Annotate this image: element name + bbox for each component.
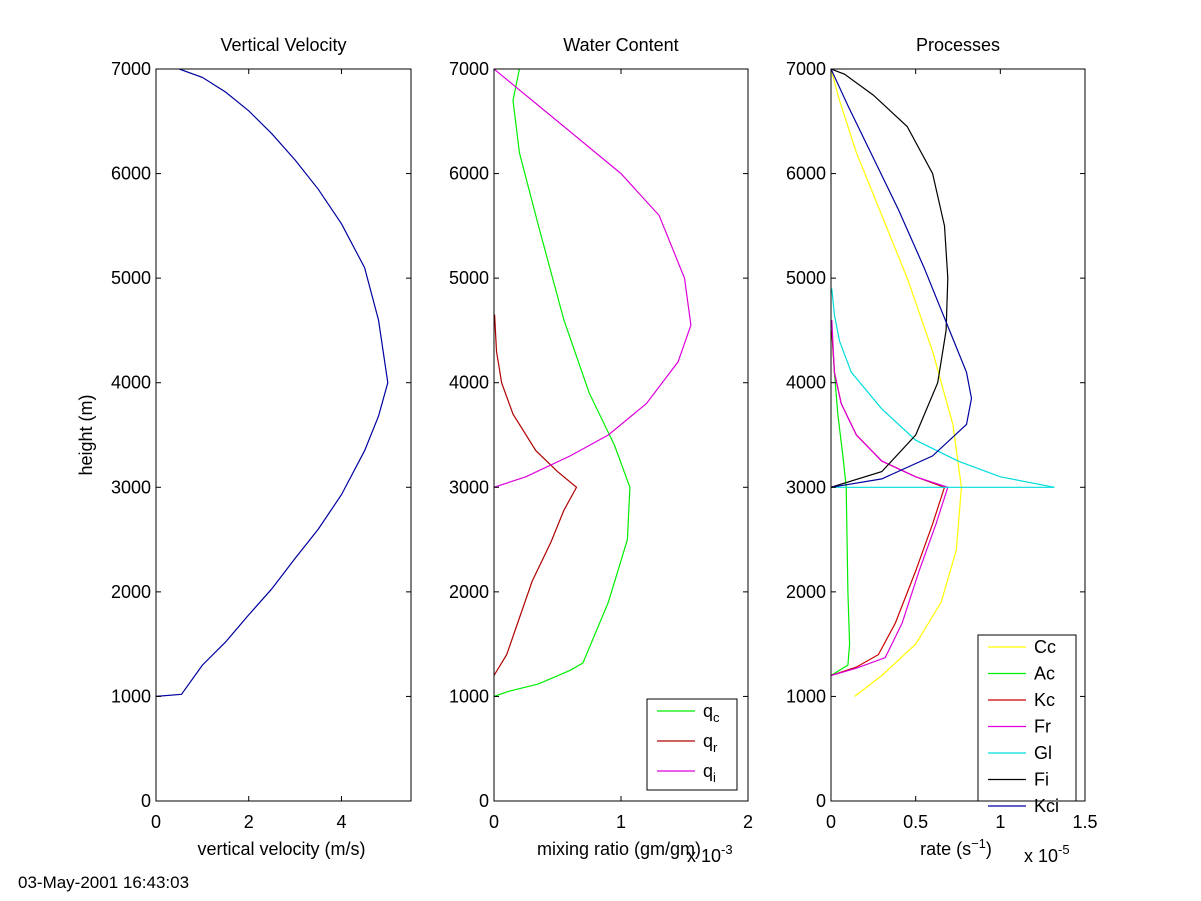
y-tick-label: 2000 (449, 582, 489, 602)
series-line-ac (831, 330, 851, 677)
y-tick-label: 2000 (111, 582, 151, 602)
panel-title: Vertical Velocity (220, 35, 346, 55)
x-tick-label: 0 (826, 812, 836, 832)
x-tick-label: 2 (244, 812, 254, 832)
series-line-qc (494, 69, 631, 697)
y-tick-label: 3000 (786, 477, 826, 497)
series-line-cc (831, 69, 963, 697)
legend-box (646, 698, 738, 791)
y-tick-label: 1000 (786, 686, 826, 706)
y-tick-label: 4000 (111, 373, 151, 393)
x-tick-label: 2 (743, 812, 753, 832)
x-axis-label: vertical velocity (m/s) (197, 839, 365, 859)
x-axis-label: mixing ratio (gm/gm) (537, 839, 701, 859)
y-tick-label: 0 (816, 791, 826, 811)
series-line-fi (831, 69, 949, 488)
legend-label: Gl (1034, 743, 1052, 763)
series-line-qi (494, 69, 692, 488)
y-tick-label: 4000 (449, 373, 489, 393)
y-tick-label: 3000 (449, 477, 489, 497)
panel-1: 0 1000 2000 3000 4000 5000 6000 7000 0 2 4 Vertical… (76, 35, 412, 859)
series-line-gl (831, 288, 1055, 488)
x-tick-label: 1 (995, 812, 1005, 832)
x-axis-label: rate (s−1) (920, 836, 992, 859)
axes-frame (830, 68, 1086, 802)
series-line-0 (156, 69, 389, 697)
y-tick-label: 3000 (111, 477, 151, 497)
legend-label: Fr (1034, 717, 1051, 737)
y-tick-label: 7000 (786, 59, 826, 79)
y-tick-label: 6000 (111, 164, 151, 184)
y-tick-label: 0 (479, 791, 489, 811)
x-exponent-label: x 10-5 (1024, 842, 1070, 866)
legend-label: qi (703, 761, 716, 785)
y-tick-label: 7000 (449, 59, 489, 79)
panel-title: Processes (916, 35, 1000, 55)
y-tick-label: 0 (141, 791, 151, 811)
y-tick-label: 2000 (786, 582, 826, 602)
timestamp-label: 03-May-2001 16:43:03 (18, 873, 189, 892)
legend-box (977, 634, 1077, 802)
axes-frame (155, 68, 412, 802)
x-tick-label: 1.5 (1072, 812, 1097, 832)
panel-2: 0 1000 2000 3000 4000 5000 6000 7000 0 1 2 Water Co… (449, 35, 753, 866)
y-tick-label: 1000 (449, 686, 489, 706)
legend-label: Kci (1034, 796, 1059, 816)
y-tick-label: 4000 (786, 373, 826, 393)
legend-label: Cc (1034, 637, 1056, 657)
y-tick-label: 7000 (111, 59, 151, 79)
y-tick-label: 5000 (111, 268, 151, 288)
axes-frame (493, 68, 749, 802)
x-tick-label: 4 (336, 812, 346, 832)
panel-3: 0 1000 2000 3000 4000 5000 6000 7000 0 0.5 1 1.5 Pro… (786, 35, 1098, 866)
legend-label: Ac (1034, 664, 1055, 684)
y-tick-label: 6000 (449, 164, 489, 184)
x-tick-label: 0.5 (903, 812, 928, 832)
series-line-qr (494, 314, 578, 676)
legend-label: Kc (1034, 690, 1055, 710)
panel-title: Water Content (563, 35, 678, 55)
y-tick-label: 1000 (111, 686, 151, 706)
x-tick-label: 1 (616, 812, 626, 832)
x-tick-label: 0 (151, 812, 161, 832)
legend-label: Fi (1034, 770, 1049, 790)
legend: Cc Ac Kc Fr Gl Fi Kci (977, 634, 1077, 816)
y-tick-label: 5000 (786, 268, 826, 288)
y-tick-label: 5000 (449, 268, 489, 288)
y-tick-label: 6000 (786, 164, 826, 184)
y-axis-label: height (m) (76, 394, 96, 475)
x-exponent-label: x 10-3 (687, 842, 733, 866)
series-line-kci (831, 69, 973, 488)
x-tick-label: 0 (489, 812, 499, 832)
